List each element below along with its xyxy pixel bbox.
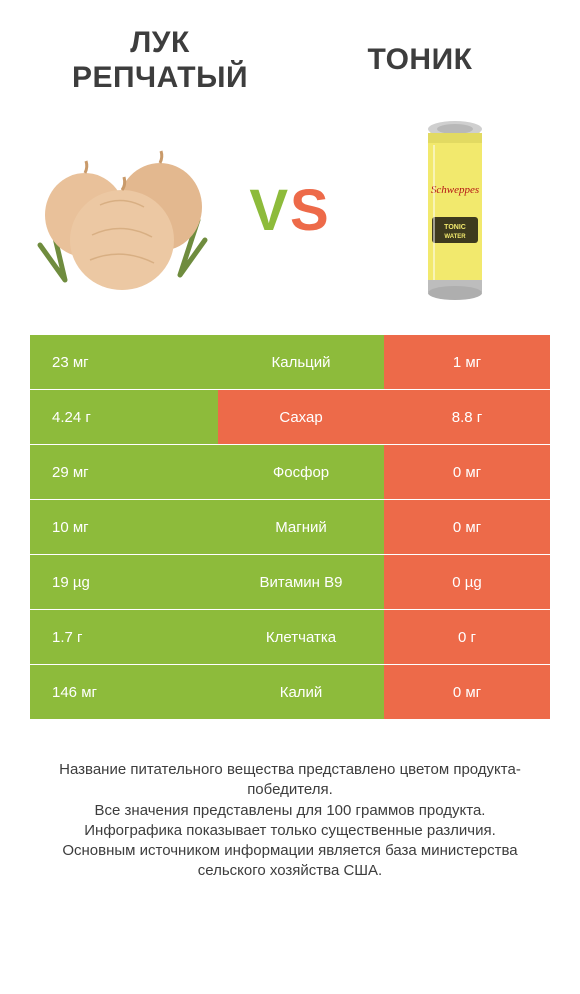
svg-text:WATER: WATER: [444, 234, 466, 240]
nutrient-label: Клетчатка: [218, 610, 384, 664]
nutrient-row: 29 мгФосфор0 мг: [30, 445, 550, 499]
nutrient-left-value: 4.24 г: [30, 390, 218, 444]
nutrient-left-value: 1.7 г: [30, 610, 218, 664]
nutrient-table: 23 мгКальций1 мг4.24 гСахар8.8 г29 мгФос…: [30, 335, 550, 720]
product-left-title: Лук репчатый: [50, 26, 270, 95]
vs-v: V: [249, 177, 290, 244]
vs-label: VS: [249, 177, 330, 244]
nutrient-row: 4.24 гСахар8.8 г: [30, 390, 550, 444]
nutrient-right-value: 0 мг: [384, 500, 550, 554]
can-icon: Schweppes TONIC WATER: [410, 115, 500, 305]
infographic-page: Лук репчатый Тоник VS: [0, 0, 580, 994]
nutrient-label: Фосфор: [218, 445, 384, 499]
nutrient-right-value: 0 г: [384, 610, 550, 664]
product-right-title: Тоник: [310, 43, 530, 78]
nutrient-label: Сахар: [218, 390, 384, 444]
nutrient-left-value: 10 мг: [30, 500, 218, 554]
nutrient-row: 23 мгКальций1 мг: [30, 335, 550, 389]
images-row: VS Schweppes TONIC WATER: [0, 105, 580, 335]
svg-text:Schweppes: Schweppes: [431, 184, 479, 196]
nutrient-left-value: 146 мг: [30, 665, 218, 719]
footnote-text: Название питательного вещества представл…: [30, 760, 550, 882]
vs-s: S: [290, 177, 331, 244]
nutrient-right-value: 0 мг: [384, 445, 550, 499]
nutrient-row: 19 µgВитамин B90 µg: [30, 555, 550, 609]
header-row: Лук репчатый Тоник: [0, 0, 580, 105]
nutrient-label: Калий: [218, 665, 384, 719]
onion-icon: [30, 125, 220, 295]
nutrient-left-value: 29 мг: [30, 445, 218, 499]
nutrient-left-value: 19 µg: [30, 555, 218, 609]
nutrient-label: Магний: [218, 500, 384, 554]
nutrient-right-value: 1 мг: [384, 335, 550, 389]
nutrient-right-value: 8.8 г: [384, 390, 550, 444]
product-right-image: Schweppes TONIC WATER: [360, 115, 550, 305]
nutrient-label: Витамин B9: [218, 555, 384, 609]
nutrient-label: Кальций: [218, 335, 384, 389]
nutrient-row: 1.7 гКлетчатка0 г: [30, 610, 550, 664]
nutrient-right-value: 0 мг: [384, 665, 550, 719]
nutrient-right-value: 0 µg: [384, 555, 550, 609]
svg-text:TONIC: TONIC: [444, 224, 466, 231]
nutrient-row: 146 мгКалий0 мг: [30, 665, 550, 719]
nutrient-left-value: 23 мг: [30, 335, 218, 389]
nutrient-row: 10 мгМагний0 мг: [30, 500, 550, 554]
product-left-image: [30, 115, 220, 305]
